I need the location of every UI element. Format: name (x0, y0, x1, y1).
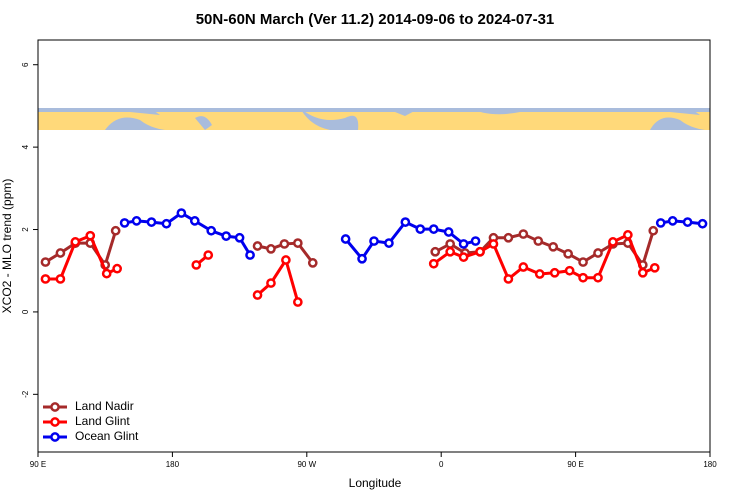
data-point (578, 272, 588, 283)
data-point (578, 257, 588, 267)
y-tick-label: -2 (21, 390, 30, 398)
data-point (55, 274, 66, 284)
data-point (307, 258, 318, 268)
data-point (503, 274, 514, 284)
x-tick-label: 0 (439, 460, 444, 469)
data-point (221, 231, 232, 241)
data-point (563, 248, 573, 259)
x-tick-label: 180 (703, 460, 717, 469)
data-point (266, 278, 276, 288)
legend-label: Ocean Glint (75, 429, 139, 443)
data-point (533, 236, 544, 246)
plot-frame (37, 39, 711, 453)
data-point (564, 265, 575, 276)
data-point (549, 267, 560, 278)
data-point (85, 230, 96, 241)
data-point (252, 290, 263, 300)
y-tick-label: 2 (21, 227, 30, 232)
data-point (189, 216, 200, 226)
data-point (292, 238, 303, 248)
data-point (55, 248, 66, 258)
x-axis-label: Longitude (349, 476, 402, 490)
y-tick-label: 6 (21, 62, 30, 67)
y-axis-label: XCO2 - MLO trend (ppm) (0, 179, 14, 314)
data-point (637, 267, 648, 278)
series-line (124, 211, 703, 262)
data-point (245, 250, 255, 260)
series-line (45, 232, 656, 303)
data-point (70, 237, 81, 247)
x-tick-label: 90 E (30, 460, 46, 469)
data-point (281, 255, 291, 265)
legend-marker (50, 402, 60, 412)
data-point (176, 208, 187, 218)
legend-label: Land Nadir (75, 399, 134, 413)
data-point (266, 244, 276, 254)
data-point (340, 234, 351, 244)
data-point (430, 246, 441, 257)
data-point (146, 217, 157, 227)
x-tick-label: 90 W (297, 460, 316, 469)
data-point (428, 224, 439, 234)
data-point (357, 253, 367, 264)
legend-marker (50, 417, 60, 427)
map-ocean (105, 108, 705, 130)
data-point (119, 218, 130, 228)
data-point (384, 238, 394, 248)
data-point (503, 232, 514, 243)
data-point (593, 272, 603, 283)
data-point (415, 224, 426, 234)
data-point (234, 232, 245, 243)
data-point (369, 236, 379, 246)
data-point (518, 229, 529, 239)
data-point (697, 218, 708, 229)
x-tick-label: 90 E (567, 460, 583, 469)
data-point (131, 216, 142, 226)
data-point (470, 236, 481, 246)
data-point (445, 239, 456, 249)
data-point (252, 241, 263, 251)
data-point (682, 217, 693, 227)
data-point (593, 248, 603, 258)
data-point (279, 239, 290, 249)
data-point (475, 246, 485, 257)
data-point (623, 230, 633, 240)
data-point (110, 225, 121, 236)
data-point (428, 258, 439, 269)
data-point (292, 297, 303, 307)
data-point (518, 262, 529, 272)
x-tick-label: 180 (166, 460, 180, 469)
y-tick-label: 4 (21, 144, 30, 149)
legend-marker (50, 432, 60, 442)
data-point (161, 218, 172, 229)
data-point (548, 241, 559, 252)
data-point (667, 216, 678, 226)
map-strip (38, 108, 710, 130)
data-point (191, 260, 202, 270)
data-point (40, 274, 51, 284)
data-point (445, 246, 456, 257)
y-tick-label: 0 (21, 309, 30, 314)
data-point (534, 269, 545, 279)
data-point (101, 268, 112, 279)
data-point (112, 263, 122, 274)
data-point (400, 217, 411, 227)
data-point (655, 218, 666, 228)
data-point (458, 239, 469, 249)
data-point (40, 257, 51, 267)
legend-label: Land Glint (75, 414, 130, 428)
data-point (649, 262, 660, 273)
data-point (488, 239, 499, 249)
data-point (458, 252, 469, 262)
map-ocean (38, 108, 710, 112)
data-point (203, 250, 214, 260)
data-point (648, 225, 659, 236)
chart-title: 50N-60N March (Ver 11.2) 2014-09-06 to 2… (196, 11, 555, 28)
data-point (443, 227, 454, 237)
data-point (206, 225, 217, 236)
data-point (608, 237, 618, 247)
